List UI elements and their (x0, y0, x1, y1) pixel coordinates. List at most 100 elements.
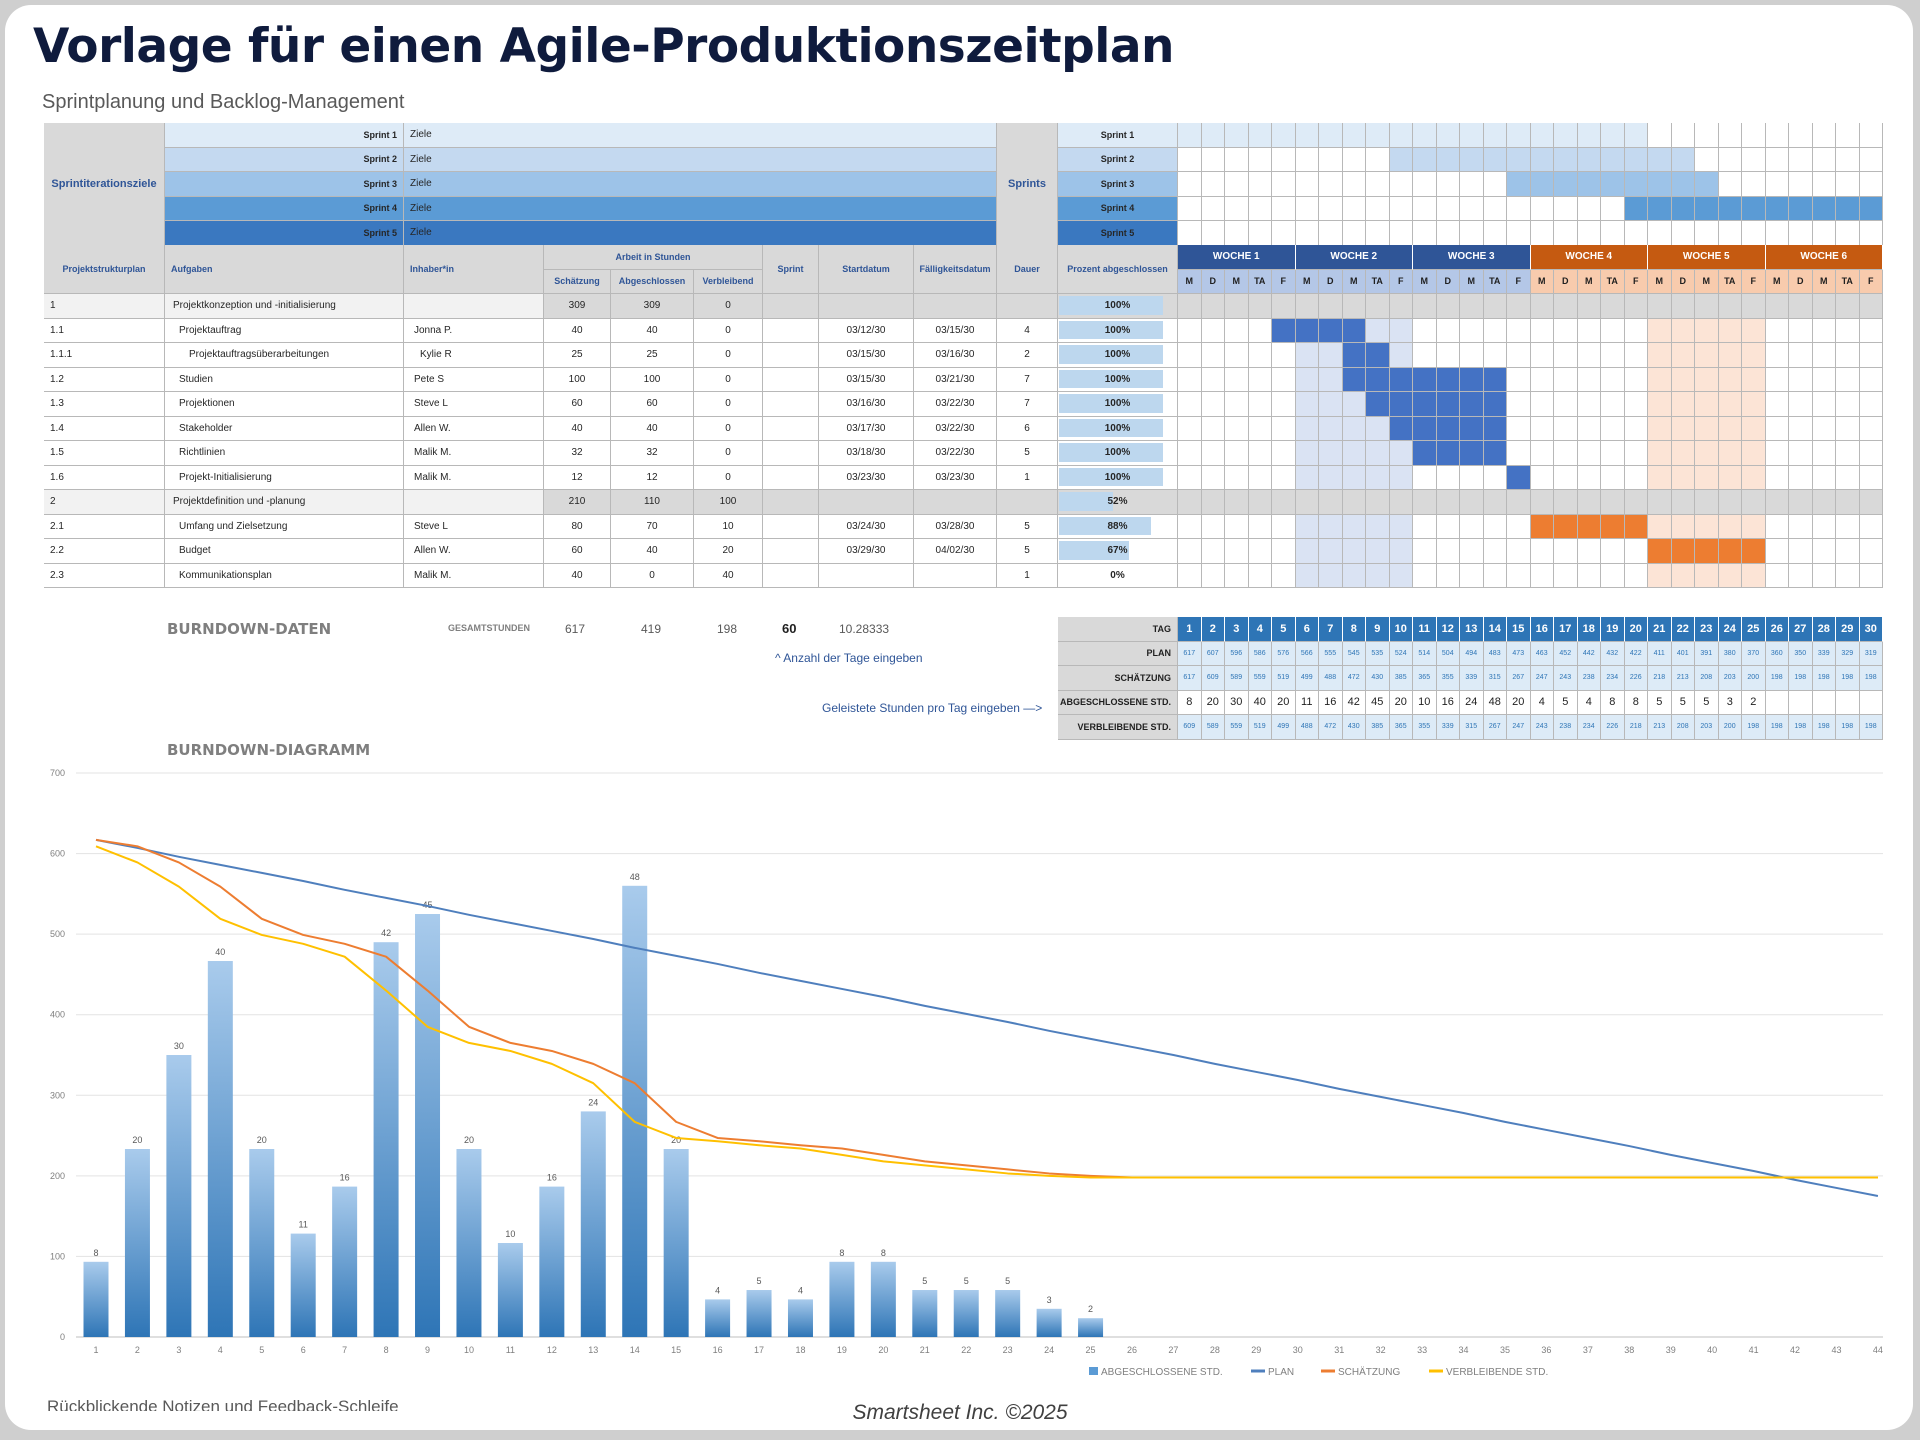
due-date-cell[interactable]: 03/28/30 (914, 514, 997, 539)
sprint-cell[interactable] (763, 392, 819, 417)
sprint-goal-field[interactable]: Ziele (404, 196, 997, 221)
owner-cell[interactable]: Kylie R (404, 343, 544, 368)
sprint-cell[interactable] (763, 343, 819, 368)
remaining-cell[interactable]: 0 (694, 441, 763, 466)
completed-hours-input[interactable]: 8 (1601, 690, 1625, 715)
remaining-cell[interactable]: 0 (694, 294, 763, 319)
days-count-input[interactable]: 60 (782, 621, 797, 636)
completed-hours-input[interactable]: 40 (1248, 690, 1272, 715)
start-date-cell[interactable]: 03/18/30 (819, 441, 914, 466)
duration-cell[interactable]: 7 (997, 367, 1058, 392)
duration-cell[interactable]: 5 (997, 514, 1058, 539)
wbs-cell[interactable]: 1.4 (44, 416, 165, 441)
task-name-cell[interactable]: Projektauftragsüberarbeitungen (165, 343, 404, 368)
completed-hours-input[interactable]: 20 (1389, 690, 1413, 715)
estimate-cell[interactable]: 40 (544, 318, 611, 343)
owner-cell[interactable]: Allen W. (404, 539, 544, 564)
duration-cell[interactable]: 5 (997, 441, 1058, 466)
completed-hours-input[interactable]: 5 (1554, 690, 1578, 715)
start-date-cell[interactable]: 03/17/30 (819, 416, 914, 441)
wbs-cell[interactable]: 2.1 (44, 514, 165, 539)
wbs-cell[interactable]: 1.6 (44, 465, 165, 490)
remaining-cell[interactable]: 20 (694, 539, 763, 564)
sprint-goal-field[interactable]: Ziele (404, 147, 997, 172)
owner-cell[interactable]: Allen W. (404, 416, 544, 441)
completed-hours-input[interactable]: 4 (1530, 690, 1554, 715)
completed-hours-input[interactable] (1859, 690, 1883, 715)
owner-cell[interactable] (404, 490, 544, 515)
wbs-cell[interactable]: 1.5 (44, 441, 165, 466)
completed-hours-input[interactable] (1836, 690, 1860, 715)
start-date-cell[interactable] (819, 294, 914, 319)
due-date-cell[interactable]: 03/22/30 (914, 392, 997, 417)
estimate-cell[interactable]: 40 (544, 563, 611, 588)
duration-cell[interactable] (997, 294, 1058, 319)
completed-hours-input[interactable]: 4 (1577, 690, 1601, 715)
remaining-cell[interactable]: 0 (694, 367, 763, 392)
due-date-cell[interactable]: 03/16/30 (914, 343, 997, 368)
completed-cell[interactable]: 40 (611, 416, 694, 441)
owner-cell[interactable] (404, 294, 544, 319)
task-name-cell[interactable]: Budget (165, 539, 404, 564)
estimate-cell[interactable]: 25 (544, 343, 611, 368)
wbs-cell[interactable]: 1.1.1 (44, 343, 165, 368)
start-date-cell[interactable]: 03/24/30 (819, 514, 914, 539)
duration-cell[interactable]: 2 (997, 343, 1058, 368)
completed-hours-input[interactable]: 20 (1507, 690, 1531, 715)
wbs-cell[interactable]: 2.2 (44, 539, 165, 564)
completed-hours-input[interactable]: 8 (1178, 690, 1202, 715)
duration-cell[interactable]: 7 (997, 392, 1058, 417)
remaining-cell[interactable]: 0 (694, 318, 763, 343)
completed-cell[interactable]: 70 (611, 514, 694, 539)
remaining-cell[interactable]: 40 (694, 563, 763, 588)
completed-cell[interactable]: 100 (611, 367, 694, 392)
duration-cell[interactable]: 1 (997, 563, 1058, 588)
remaining-cell[interactable]: 100 (694, 490, 763, 515)
completed-cell[interactable]: 12 (611, 465, 694, 490)
start-date-cell[interactable]: 03/12/30 (819, 318, 914, 343)
due-date-cell[interactable] (914, 294, 997, 319)
start-date-cell[interactable]: 03/23/30 (819, 465, 914, 490)
task-name-cell[interactable]: Umfang und Zielsetzung (165, 514, 404, 539)
wbs-cell[interactable]: 2.3 (44, 563, 165, 588)
sprint-cell[interactable] (763, 563, 819, 588)
due-date-cell[interactable] (914, 490, 997, 515)
estimate-cell[interactable]: 40 (544, 416, 611, 441)
owner-cell[interactable]: Malik M. (404, 441, 544, 466)
duration-cell[interactable]: 4 (997, 318, 1058, 343)
start-date-cell[interactable]: 03/29/30 (819, 539, 914, 564)
wbs-cell[interactable]: 1 (44, 294, 165, 319)
sprint-cell[interactable] (763, 514, 819, 539)
task-name-cell[interactable]: Studien (165, 367, 404, 392)
sprint-goal-field[interactable]: Ziele (404, 123, 997, 148)
wbs-cell[interactable]: 1.2 (44, 367, 165, 392)
wbs-cell[interactable]: 2 (44, 490, 165, 515)
start-date-cell[interactable]: 03/15/30 (819, 367, 914, 392)
completed-cell[interactable]: 60 (611, 392, 694, 417)
sprint-cell[interactable] (763, 490, 819, 515)
estimate-cell[interactable]: 12 (544, 465, 611, 490)
start-date-cell[interactable] (819, 490, 914, 515)
duration-cell[interactable]: 5 (997, 539, 1058, 564)
start-date-cell[interactable]: 03/15/30 (819, 343, 914, 368)
completed-hours-input[interactable]: 16 (1436, 690, 1460, 715)
sprint-cell[interactable] (763, 318, 819, 343)
estimate-cell[interactable]: 210 (544, 490, 611, 515)
wbs-cell[interactable]: 1.3 (44, 392, 165, 417)
due-date-cell[interactable]: 03/22/30 (914, 416, 997, 441)
completed-cell[interactable]: 309 (611, 294, 694, 319)
remaining-cell[interactable]: 0 (694, 465, 763, 490)
task-name-cell[interactable]: Projektauftrag (165, 318, 404, 343)
task-name-cell[interactable]: Projekt-Initialisierung (165, 465, 404, 490)
due-date-cell[interactable] (914, 563, 997, 588)
remaining-cell[interactable]: 0 (694, 392, 763, 417)
completed-hours-input[interactable] (1789, 690, 1813, 715)
duration-cell[interactable] (997, 490, 1058, 515)
due-date-cell[interactable]: 03/22/30 (914, 441, 997, 466)
remaining-cell[interactable]: 10 (694, 514, 763, 539)
start-date-cell[interactable] (819, 563, 914, 588)
task-name-cell[interactable]: Richtlinien (165, 441, 404, 466)
completed-hours-input[interactable]: 20 (1201, 690, 1225, 715)
sprint-goal-field[interactable]: Ziele (404, 172, 997, 197)
owner-cell[interactable]: Malik M. (404, 465, 544, 490)
